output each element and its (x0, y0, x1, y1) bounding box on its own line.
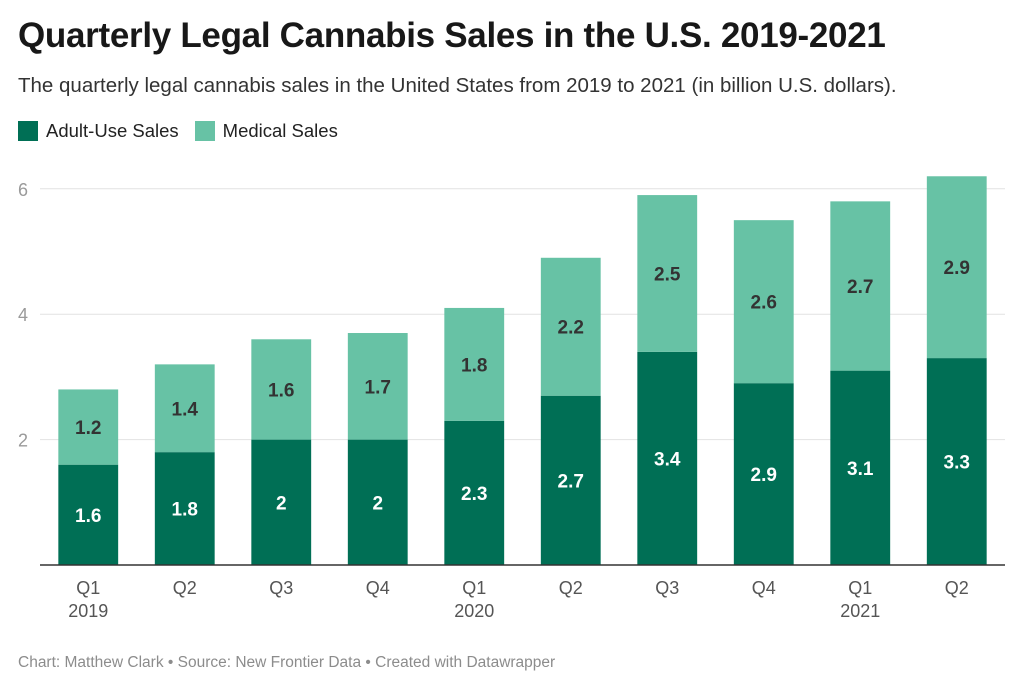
x-tick-label-quarter: Q1 (848, 578, 872, 598)
data-label-adult-use: 2.7 (558, 471, 584, 492)
data-label-medical: 1.6 (268, 380, 294, 401)
data-label-medical: 2.2 (558, 318, 584, 339)
data-label-adult-use: 2 (276, 493, 287, 514)
bar-adult-use (251, 439, 312, 565)
x-tick-label-quarter: Q1 (76, 578, 100, 598)
x-tick-label-quarter: Q2 (945, 578, 969, 598)
x-tick-label-quarter: Q3 (269, 578, 293, 598)
data-label-adult-use: 3.1 (847, 459, 874, 480)
data-label-adult-use: 2 (372, 493, 383, 514)
x-tick-label-quarter: Q3 (655, 578, 679, 598)
bar-adult-use (154, 452, 215, 565)
legend-label-adult-use: Adult-Use Sales (46, 120, 179, 141)
chart-title: Quarterly Legal Cannabis Sales in the U.… (18, 16, 886, 55)
legend-swatch-adult-use (18, 121, 38, 141)
data-label-medical: 2.6 (751, 293, 777, 314)
data-label-adult-use: 2.3 (461, 484, 487, 505)
bar-medical (830, 201, 891, 371)
x-tick-label-year: 2021 (840, 601, 880, 621)
bar-adult-use (540, 395, 601, 565)
bar-medical (733, 220, 794, 384)
bar-adult-use (58, 464, 119, 565)
data-label-medical: 1.7 (365, 377, 391, 398)
x-tick-label-year: 2020 (454, 601, 494, 621)
data-label-adult-use: 1.8 (172, 500, 198, 521)
data-label-adult-use: 3.3 (944, 453, 970, 474)
data-label-medical: 1.2 (75, 418, 101, 439)
bar-medical (926, 176, 987, 359)
x-tick-label-quarter: Q2 (173, 578, 197, 598)
y-tick-label: 6 (18, 180, 28, 200)
bar-adult-use (830, 370, 891, 565)
bar-medical (540, 257, 601, 396)
bar-adult-use (926, 358, 987, 565)
legend: Adult-Use Sales Medical Sales (18, 120, 354, 142)
bar-medical (347, 333, 408, 440)
data-label-medical: 2.5 (654, 264, 681, 285)
legend-label-medical: Medical Sales (222, 120, 338, 141)
x-tick-label-quarter: Q4 (752, 578, 776, 598)
data-label-adult-use: 2.9 (751, 465, 777, 486)
bar-medical (444, 307, 505, 421)
bar-adult-use (444, 420, 505, 565)
data-label-medical: 2.9 (944, 258, 970, 279)
x-tick-label-quarter: Q2 (559, 578, 583, 598)
bar-adult-use (733, 383, 794, 565)
bar-adult-use (347, 439, 408, 565)
x-tick-label-year: 2019 (68, 601, 108, 621)
legend-item-adult-use: Adult-Use Sales (18, 120, 179, 142)
bar-adult-use (637, 351, 698, 565)
data-label-adult-use: 3.4 (654, 449, 681, 470)
legend-item-medical: Medical Sales (194, 120, 338, 142)
x-tick-label-quarter: Q1 (462, 578, 486, 598)
legend-swatch-medical (194, 121, 215, 141)
y-tick-label: 4 (18, 305, 28, 325)
x-tick-label-quarter: Q4 (366, 578, 390, 598)
data-label-medical: 2.7 (847, 277, 873, 298)
chart-subtitle: The quarterly legal cannabis sales in th… (18, 74, 897, 97)
data-label-adult-use: 1.6 (75, 506, 101, 527)
bar-medical (637, 195, 698, 352)
y-tick-label: 2 (18, 431, 28, 451)
bar-medical (58, 389, 119, 465)
bar-medical (154, 364, 215, 453)
data-label-medical: 1.8 (461, 355, 487, 376)
bar-medical (251, 339, 312, 440)
data-label-medical: 1.4 (172, 399, 199, 420)
chart-footer: Chart: Matthew Clark • Source: New Front… (18, 654, 556, 671)
